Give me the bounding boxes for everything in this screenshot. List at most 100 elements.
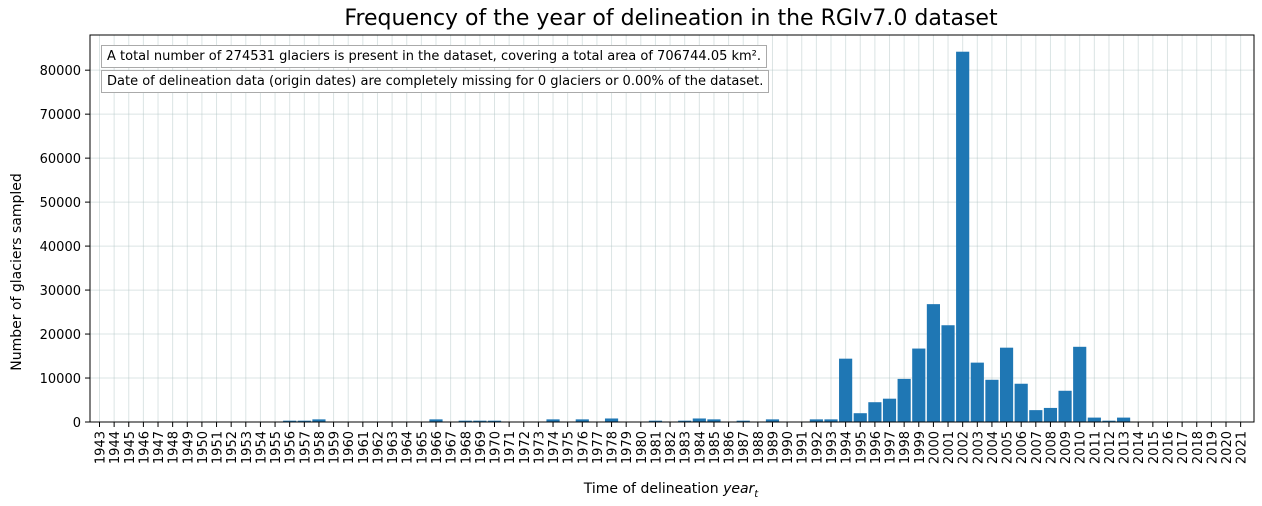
x-tick-label: 2015 <box>1147 431 1162 464</box>
bar-2005 <box>999 347 1014 422</box>
x-tick-label: 1974 <box>547 431 562 464</box>
grid <box>90 35 1254 423</box>
bar-2010 <box>1073 346 1087 422</box>
x-tick-label: 2003 <box>971 431 986 464</box>
x-tick-label: 1962 <box>371 431 386 464</box>
bar-2008 <box>1043 407 1058 422</box>
bar-1978 <box>604 418 619 422</box>
x-tick-label: 1976 <box>576 431 591 464</box>
bar-1998 <box>897 378 911 422</box>
x-tick-label: 1965 <box>415 431 430 464</box>
x-tick-label: 1991 <box>796 431 811 464</box>
x-axis-label: Time of delineation yeart <box>583 481 760 500</box>
x-tick-label: 1982 <box>664 431 679 464</box>
x-tick-label: 1943 <box>94 431 109 464</box>
bar-1993 <box>824 419 838 422</box>
x-tick-label: 2001 <box>942 431 957 464</box>
bar-1983 <box>678 420 692 422</box>
x-tick-label: 1966 <box>430 431 445 464</box>
x-tick-label: 1944 <box>108 431 123 464</box>
plot-frame <box>89 34 1255 423</box>
x-tick-label: 1978 <box>606 431 621 464</box>
x-tick-label: 1992 <box>810 431 825 464</box>
x-tick-label: 2008 <box>1044 431 1059 464</box>
x-axis-label-main: Time of delineation <box>583 481 723 497</box>
x-tick-label: 2020 <box>1220 431 1235 464</box>
bar-1995 <box>853 413 867 422</box>
bars <box>283 51 1131 422</box>
x-tick-label: 2017 <box>1176 431 1191 464</box>
x-tick-label: 2014 <box>1132 431 1147 464</box>
x-tick-label: 1957 <box>298 431 313 464</box>
bar-1968 <box>458 420 472 422</box>
x-tick-label: 1950 <box>196 431 211 464</box>
x-tick-label: 2016 <box>1161 431 1176 464</box>
x-tick-label: 1958 <box>313 431 328 464</box>
x-tick-label: 2013 <box>1118 431 1133 464</box>
x-tick-label: 1988 <box>752 431 767 464</box>
y-tick-label: 20000 <box>40 328 81 343</box>
x-tick-label: 1951 <box>211 431 226 464</box>
bar-2001 <box>941 325 955 422</box>
bar-1984 <box>692 418 706 422</box>
x-tick-label: 2019 <box>1205 431 1220 464</box>
x-tick-label: 1954 <box>254 431 269 464</box>
bar-2002 <box>956 51 970 422</box>
x-axis-label-subscript: t <box>754 489 759 500</box>
bar-1996 <box>868 402 882 422</box>
bar-2003 <box>970 362 984 422</box>
chart-title: Frequency of the year of delineation in … <box>344 6 998 31</box>
x-tick-label: 1989 <box>766 431 781 464</box>
x-tick-label: 1953 <box>240 431 255 464</box>
x-tick-label: 1993 <box>825 431 840 464</box>
x-tick-label: 1955 <box>269 431 284 464</box>
x-tick-label: 1997 <box>884 431 899 464</box>
x-tick-label: 2018 <box>1191 431 1206 464</box>
x-tick-label: 1968 <box>459 431 474 464</box>
x-tick-label: 1994 <box>840 431 855 464</box>
bar-2004 <box>985 379 999 422</box>
x-tick-label: 2010 <box>1074 431 1089 464</box>
x-tick-label: 1949 <box>181 431 196 464</box>
x-tick-label: 1972 <box>518 431 533 464</box>
x-tick-label: 1967 <box>445 431 460 464</box>
x-tick-label: 2021 <box>1235 431 1250 464</box>
x-tick-label: 1946 <box>137 431 152 464</box>
bar-1999 <box>912 348 926 422</box>
x-tick-label: 2011 <box>1088 431 1103 464</box>
bar-1994 <box>839 358 853 422</box>
x-tick-label: 1975 <box>562 431 577 464</box>
x-tick-label: 1970 <box>489 431 504 464</box>
x-tick-label: 1977 <box>591 431 606 464</box>
x-tick-label: 2000 <box>927 431 942 464</box>
x-tick-label: 1995 <box>854 431 869 464</box>
bar-1985 <box>707 419 721 422</box>
bar-2000 <box>926 304 940 422</box>
x-tick-label: 1990 <box>781 431 796 464</box>
bar-1974 <box>546 419 560 422</box>
bar-1969 <box>473 420 487 422</box>
bar-2013 <box>1117 417 1131 422</box>
y-tick-label: 0 <box>73 416 81 431</box>
x-tick-label: 1998 <box>898 431 913 464</box>
x-tick-label: 1996 <box>869 431 884 464</box>
x-tick-label: 1947 <box>152 431 167 464</box>
annotation-total-glaciers: A total number of 274531 glaciers is pre… <box>101 45 768 68</box>
bar-1966 <box>429 419 443 422</box>
bar-1992 <box>809 419 823 422</box>
y-tick-label: 60000 <box>40 152 81 167</box>
x-tick-label: 2007 <box>1030 431 1045 464</box>
x-tick-label: 2012 <box>1103 431 1118 464</box>
x-tick-label: 1999 <box>913 431 928 464</box>
y-tick-label: 30000 <box>40 284 81 299</box>
x-tick-label: 1960 <box>342 431 357 464</box>
x-tick-label: 1987 <box>737 431 752 464</box>
y-tick-label: 10000 <box>40 372 81 387</box>
bar-2009 <box>1058 390 1072 422</box>
y-tick-label: 40000 <box>40 240 81 255</box>
x-tick-label: 1980 <box>635 431 650 464</box>
bar-1989 <box>765 419 780 422</box>
x-tick-label: 2004 <box>986 431 1001 464</box>
x-tick-label: 1985 <box>708 431 723 464</box>
